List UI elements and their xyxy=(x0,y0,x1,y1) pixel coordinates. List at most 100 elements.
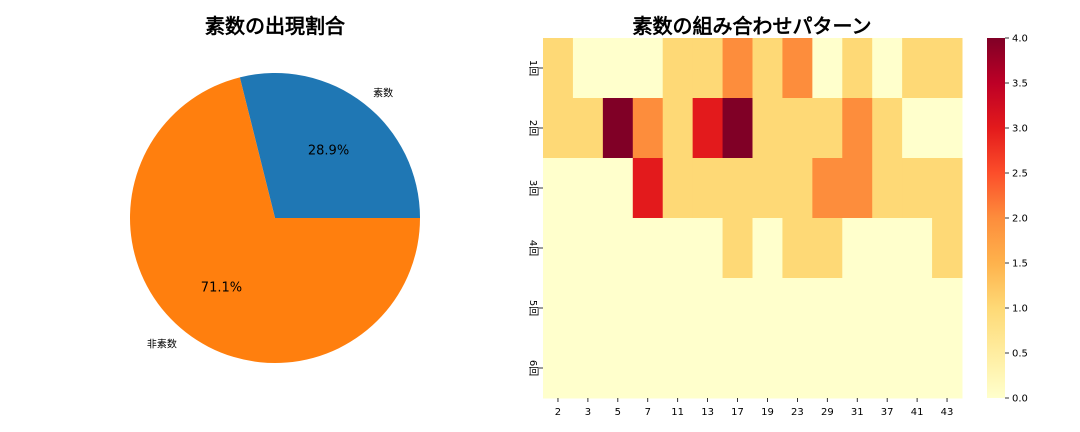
colorbar: 0.0 0.5 1.0 1.5 2.0 2.5 3.0 3.5 4.0 xyxy=(987,34,1028,405)
heatmap-cell xyxy=(572,38,604,99)
heatmap-cell xyxy=(722,38,753,99)
heatmap-cell xyxy=(722,98,753,159)
heatmap-cell xyxy=(872,218,903,279)
heatmap-chart: 素数の組み合わせパターン 2 3 5 7 11 13 17 19 23 29 31 37 41 43 1回… xyxy=(527,14,963,418)
heatmap-cell xyxy=(632,98,664,159)
pie-slices xyxy=(129,73,420,364)
x-tick-label: 13 xyxy=(701,407,714,418)
heatmap-cell xyxy=(722,278,753,339)
heatmap-cell xyxy=(842,98,873,159)
heatmap-title: 素数の組み合わせパターン xyxy=(633,14,872,38)
x-tick-label: 41 xyxy=(911,407,924,418)
heatmap-cell xyxy=(572,338,604,399)
x-tick-label: 23 xyxy=(791,407,804,418)
heatmap-cell xyxy=(662,158,694,219)
heatmap-cell xyxy=(602,158,634,219)
heatmap-cell xyxy=(662,98,694,159)
heatmap-cell xyxy=(572,98,604,159)
x-tick-label: 11 xyxy=(671,407,684,418)
heatmap-cell xyxy=(692,98,724,159)
colorbar-tick-label: 0.0 xyxy=(1012,394,1028,405)
heatmap-cell xyxy=(752,98,783,159)
heatmap-cell xyxy=(932,158,963,219)
heatmap-cell xyxy=(932,278,963,339)
heatmap-cell xyxy=(572,278,604,339)
x-tick-label: 29 xyxy=(821,407,834,418)
heatmap-cell xyxy=(782,278,813,339)
heatmap-cell xyxy=(812,218,843,279)
colorbar-tick-label: 2.0 xyxy=(1012,214,1028,225)
heatmap-cell xyxy=(752,158,783,219)
heatmap-cell xyxy=(632,38,664,99)
y-tick-label: 1回 xyxy=(527,60,539,76)
heatmap-cell xyxy=(602,278,634,339)
pie-label-0: 素数 xyxy=(373,86,393,99)
heatmap-cell xyxy=(902,218,933,279)
heatmap-cell xyxy=(752,338,783,399)
pie-title: 素数の出現割合 xyxy=(205,14,346,38)
y-tick-label: 3回 xyxy=(527,180,539,196)
heatmap-cell xyxy=(782,218,813,279)
colorbar-tick-label: 3.5 xyxy=(1012,79,1028,90)
heatmap-cell xyxy=(722,338,753,399)
heatmap-cell xyxy=(872,278,903,339)
heatmap-cell xyxy=(782,338,813,399)
heatmap-cell xyxy=(662,338,694,399)
heatmap-cell xyxy=(752,218,783,279)
heatmap-cell xyxy=(812,98,843,159)
heatmap-cell xyxy=(872,98,903,159)
pie-slice-1 xyxy=(129,77,420,364)
colorbar-tick-label: 4.0 xyxy=(1012,34,1028,45)
heatmap-cell xyxy=(692,38,724,99)
heatmap-cell xyxy=(782,158,813,219)
heatmap-cell xyxy=(902,98,933,159)
y-tick-label: 2回 xyxy=(527,120,539,136)
heatmap-cell xyxy=(842,338,873,399)
heatmap-cell xyxy=(842,38,873,99)
pie-chart: 素数の出現割合 素数 28.9% 非素数 71.1% xyxy=(129,14,420,364)
heatmap-cell xyxy=(543,278,574,339)
pie-value-label-0: 28.9% xyxy=(308,143,349,158)
pie-labels: 素数 28.9% 非素数 71.1% xyxy=(147,86,393,350)
pie-slice-0 xyxy=(239,73,420,218)
heatmap-cell xyxy=(842,278,873,339)
heatmap-cell xyxy=(543,338,574,399)
y-tick-label: 4回 xyxy=(527,240,539,256)
heatmap-cell xyxy=(932,98,963,159)
heatmap-cell xyxy=(902,38,933,99)
colorbar-tick-label: 0.5 xyxy=(1012,349,1028,360)
colorbar-tick-label: 2.5 xyxy=(1012,169,1028,180)
heatmap-cell xyxy=(632,158,664,219)
heatmap-cell xyxy=(752,38,783,99)
heatmap-cell xyxy=(632,338,664,399)
heatmap-cell xyxy=(782,38,813,99)
heatmap-cell xyxy=(812,338,843,399)
heatmap-cell xyxy=(543,218,574,279)
heatmap-cell xyxy=(543,158,574,219)
heatmap-cell xyxy=(932,338,963,399)
heatmap-cell xyxy=(572,158,604,219)
heatmap-cell xyxy=(692,158,724,219)
heatmap-cell xyxy=(572,218,604,279)
x-tick-label: 19 xyxy=(761,407,774,418)
x-tick-label: 5 xyxy=(615,407,621,418)
heatmap-cell xyxy=(662,38,694,99)
heatmap-cell xyxy=(692,218,724,279)
heatmap-cell xyxy=(632,278,664,339)
x-tick-label: 37 xyxy=(881,407,894,418)
heatmap-cell xyxy=(902,158,933,219)
pie-label-1: 非素数 xyxy=(147,338,177,351)
heatmap-cell xyxy=(932,218,963,279)
x-tick-label: 31 xyxy=(851,407,864,418)
heatmap-cell xyxy=(692,278,724,339)
x-tick-label: 43 xyxy=(941,407,954,418)
x-tick-label: 17 xyxy=(731,407,744,418)
heatmap-cell xyxy=(543,38,574,99)
heatmap-cell xyxy=(602,218,634,279)
heatmap-cell xyxy=(602,338,634,399)
x-tick-label: 3 xyxy=(585,407,591,418)
heatmap-cell xyxy=(902,338,933,399)
heatmap-cell xyxy=(812,38,843,99)
heatmap-cell xyxy=(632,218,664,279)
x-tick-label: 7 xyxy=(645,407,651,418)
